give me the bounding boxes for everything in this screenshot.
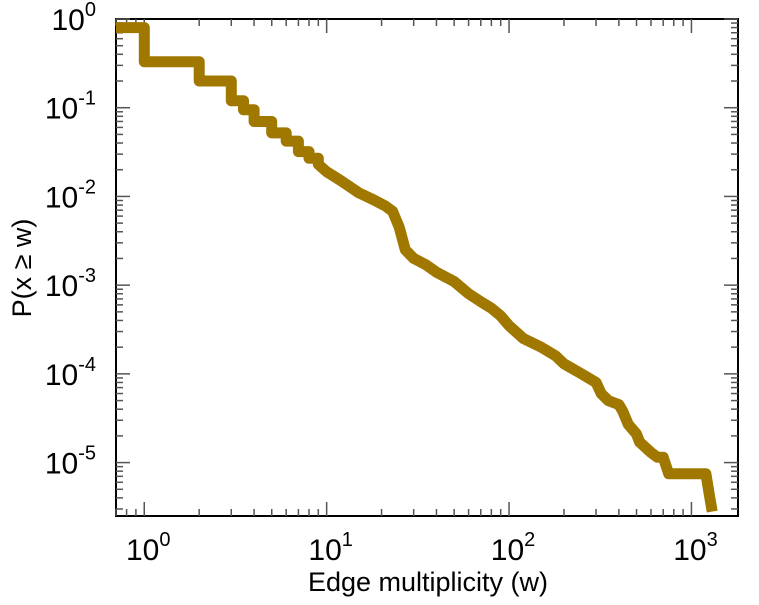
y-tick-label: 10-4 bbox=[45, 354, 96, 392]
y-tick-label: 100 bbox=[52, 0, 97, 37]
x-tick-label: 103 bbox=[673, 529, 718, 567]
y-axis-title: P(x ≥ w) bbox=[7, 219, 37, 318]
series-line bbox=[116, 22, 718, 513]
y-tick-label: 10-1 bbox=[45, 88, 96, 126]
y-tick-label: 10-3 bbox=[45, 265, 96, 303]
x-tick-label: 100 bbox=[126, 529, 171, 567]
y-tick-label: 10-2 bbox=[45, 176, 96, 214]
axis-ticks bbox=[115, 18, 738, 516]
x-tick-label: 102 bbox=[491, 529, 536, 567]
x-axis-title: Edge multiplicity (w) bbox=[308, 567, 548, 597]
x-tick-label: 101 bbox=[308, 529, 353, 567]
tick-labels: 100 101 102 103 100 10-1 10-2 10-3 10-4 10-5 bbox=[45, 0, 718, 567]
series-layer bbox=[116, 22, 718, 513]
y-tick-label: 10-5 bbox=[45, 443, 96, 481]
plot-frame bbox=[115, 18, 739, 517]
